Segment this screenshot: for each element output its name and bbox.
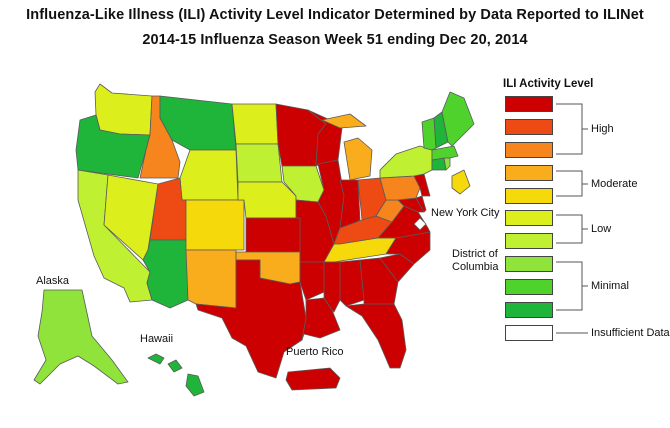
map-subtitle: 2014-15 Influenza Season Week 51 ending … (142, 32, 528, 48)
state-alabama (339, 259, 365, 307)
alaska-label: Alaska (36, 275, 70, 287)
legend-label-moderate: Moderate (591, 178, 638, 190)
legend-swatch-level-3 (505, 256, 553, 272)
state-texas (195, 259, 307, 379)
state-maine (441, 91, 475, 147)
legend-label-insufficient: Insufficient Data (591, 327, 670, 339)
state-hawaii (147, 353, 205, 397)
state-new-york-city (451, 169, 471, 195)
state-alaska (33, 289, 129, 385)
map-title: Influenza-Like Illness (ILI) Activity Le… (26, 7, 644, 23)
puerto-rico-label: Puerto Rico (286, 346, 344, 358)
legend-swatch-level-9 (505, 119, 553, 135)
legend-swatch-level-1 (505, 302, 553, 318)
state-puerto-rico (285, 367, 341, 391)
legend-label-high: High (591, 123, 614, 135)
legend-swatch-level-4 (505, 233, 553, 249)
legend-label-low: Low (591, 223, 612, 235)
state-michigan (321, 113, 373, 181)
state-vermont (421, 117, 437, 151)
state-colorado (185, 199, 245, 251)
new-york-city-label: New York City (431, 207, 500, 219)
legend-swatch-level-7 (505, 165, 553, 181)
dc-label-line1: District of (452, 248, 498, 260)
state-florida (345, 303, 407, 369)
state-district-of-columbia (413, 217, 427, 231)
legend-swatch-level-8 (505, 142, 553, 158)
state-massachusetts (431, 145, 459, 161)
state-arkansas (299, 261, 325, 301)
dc-label-line2: Columbia (452, 261, 499, 273)
legend-swatch-level-6 (505, 188, 553, 204)
hawaii-label: Hawaii (140, 333, 174, 345)
legend-title: ILI Activity Level (503, 78, 594, 90)
legend-swatch-level-0 (505, 325, 553, 341)
legend-label-minimal: Minimal (591, 280, 629, 292)
legend-swatch-level-2 (505, 279, 553, 295)
legend-swatch-level-10 (505, 96, 553, 112)
legend-swatch-level-5 (505, 210, 553, 226)
state-delaware (415, 195, 427, 213)
